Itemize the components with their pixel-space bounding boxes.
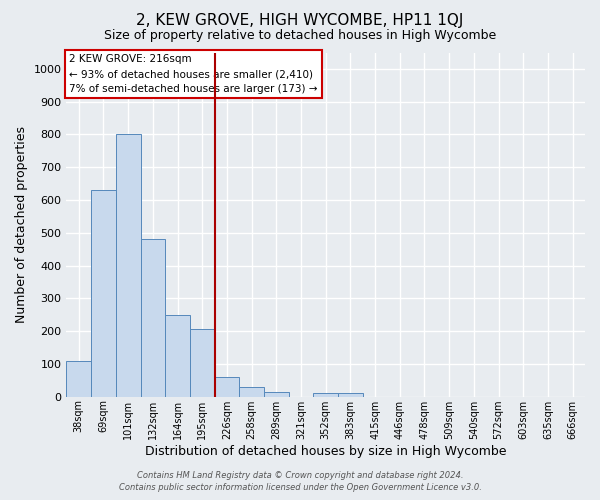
Text: 2, KEW GROVE, HIGH WYCOMBE, HP11 1QJ: 2, KEW GROVE, HIGH WYCOMBE, HP11 1QJ <box>136 12 464 28</box>
Bar <box>338 394 363 396</box>
Bar <box>264 392 289 396</box>
Bar <box>190 330 215 396</box>
Text: Size of property relative to detached houses in High Wycombe: Size of property relative to detached ho… <box>104 29 496 42</box>
Bar <box>91 190 116 396</box>
Text: Contains HM Land Registry data © Crown copyright and database right 2024.
Contai: Contains HM Land Registry data © Crown c… <box>119 471 481 492</box>
Bar <box>313 394 338 396</box>
Bar <box>165 314 190 396</box>
Bar <box>67 360 91 396</box>
Bar <box>140 240 165 396</box>
Y-axis label: Number of detached properties: Number of detached properties <box>15 126 28 323</box>
X-axis label: Distribution of detached houses by size in High Wycombe: Distribution of detached houses by size … <box>145 444 506 458</box>
Bar <box>215 377 239 396</box>
Text: 2 KEW GROVE: 216sqm
← 93% of detached houses are smaller (2,410)
7% of semi-deta: 2 KEW GROVE: 216sqm ← 93% of detached ho… <box>69 54 317 94</box>
Bar <box>239 387 264 396</box>
Bar <box>116 134 140 396</box>
